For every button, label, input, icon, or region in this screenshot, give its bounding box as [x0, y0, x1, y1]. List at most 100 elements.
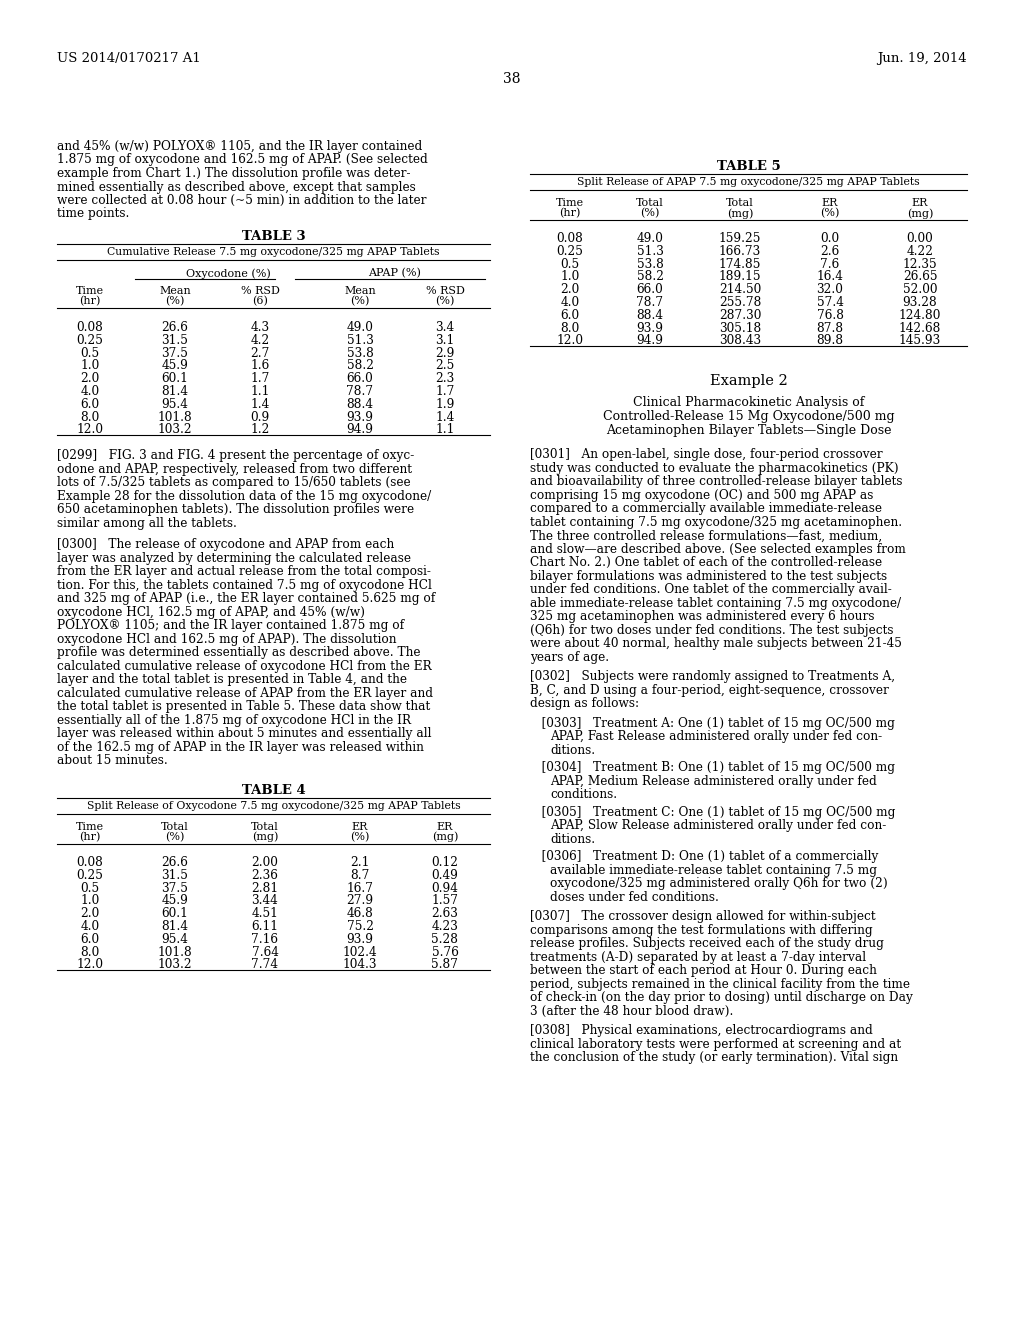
Text: 101.8: 101.8	[158, 411, 193, 424]
Text: 0.5: 0.5	[81, 347, 99, 359]
Text: (%): (%)	[350, 296, 370, 306]
Text: 93.9: 93.9	[346, 411, 374, 424]
Text: Cumulative Release 7.5 mg oxycodone/325 mg APAP Tablets: Cumulative Release 7.5 mg oxycodone/325 …	[108, 247, 439, 257]
Text: Total: Total	[251, 822, 279, 832]
Text: 7.74: 7.74	[252, 958, 279, 972]
Text: 3.4: 3.4	[435, 321, 455, 334]
Text: 4.3: 4.3	[251, 321, 269, 334]
Text: 7.6: 7.6	[820, 257, 840, 271]
Text: 76.8: 76.8	[816, 309, 844, 322]
Text: 4.23: 4.23	[431, 920, 459, 933]
Text: 88.4: 88.4	[346, 397, 374, 411]
Text: 5.87: 5.87	[431, 958, 459, 972]
Text: tablet containing 7.5 mg oxycodone/325 mg acetaminophen.: tablet containing 7.5 mg oxycodone/325 m…	[530, 516, 902, 529]
Text: ER: ER	[437, 822, 454, 832]
Text: 0.08: 0.08	[77, 855, 103, 869]
Text: 103.2: 103.2	[158, 958, 193, 972]
Text: 87.8: 87.8	[816, 322, 844, 334]
Text: calculated cumulative release of APAP from the ER layer and: calculated cumulative release of APAP fr…	[57, 686, 433, 700]
Text: 51.3: 51.3	[637, 244, 664, 257]
Text: profile was determined essentially as described above. The: profile was determined essentially as de…	[57, 647, 421, 660]
Text: Controlled-Release 15 Mg Oxycodone/500 mg: Controlled-Release 15 Mg Oxycodone/500 m…	[603, 411, 894, 424]
Text: APAP (%): APAP (%)	[369, 268, 422, 279]
Text: conditions.: conditions.	[550, 788, 617, 801]
Text: 45.9: 45.9	[162, 359, 188, 372]
Text: the conclusion of the study (or early termination). Vital sign: the conclusion of the study (or early te…	[530, 1052, 898, 1064]
Text: (%): (%)	[820, 209, 840, 218]
Text: between the start of each period at Hour 0. During each: between the start of each period at Hour…	[530, 965, 877, 977]
Text: [0305]   Treatment C: One (1) tablet of 15 mg OC/500 mg: [0305] Treatment C: One (1) tablet of 15…	[530, 807, 895, 818]
Text: (mg): (mg)	[252, 832, 279, 842]
Text: 31.5: 31.5	[162, 334, 188, 347]
Text: 2.3: 2.3	[435, 372, 455, 385]
Text: 104.3: 104.3	[343, 958, 377, 972]
Text: [0307]   The crossover design allowed for within-subject: [0307] The crossover design allowed for …	[530, 911, 876, 924]
Text: from the ER layer and actual release from the total composi-: from the ER layer and actual release fro…	[57, 565, 431, 578]
Text: 102.4: 102.4	[343, 945, 377, 958]
Text: 1.9: 1.9	[435, 397, 455, 411]
Text: 49.0: 49.0	[637, 232, 664, 246]
Text: doses under fed conditions.: doses under fed conditions.	[550, 891, 719, 904]
Text: 1.4: 1.4	[251, 397, 269, 411]
Text: 53.8: 53.8	[346, 347, 374, 359]
Text: 37.5: 37.5	[162, 882, 188, 895]
Text: available immediate-release tablet containing 7.5 mg: available immediate-release tablet conta…	[550, 863, 877, 876]
Text: 4.51: 4.51	[252, 907, 279, 920]
Text: 1.1: 1.1	[435, 424, 455, 437]
Text: 95.4: 95.4	[162, 933, 188, 945]
Text: 4.22: 4.22	[906, 244, 934, 257]
Text: 305.18: 305.18	[719, 322, 761, 334]
Text: 214.50: 214.50	[719, 284, 761, 296]
Text: odone and APAP, respectively, released from two different: odone and APAP, respectively, released f…	[57, 463, 412, 477]
Text: 6.0: 6.0	[81, 397, 99, 411]
Text: (mg): (mg)	[907, 209, 933, 219]
Text: 2.0: 2.0	[560, 284, 580, 296]
Text: 26.6: 26.6	[162, 855, 188, 869]
Text: 2.7: 2.7	[250, 347, 269, 359]
Text: and 45% (w/w) POLYOX® 1105, and the IR layer contained: and 45% (w/w) POLYOX® 1105, and the IR l…	[57, 140, 422, 153]
Text: comparisons among the test formulations with differing: comparisons among the test formulations …	[530, 924, 872, 937]
Text: The three controlled release formulations—fast, medium,: The three controlled release formulation…	[530, 529, 883, 543]
Text: 8.0: 8.0	[560, 322, 580, 334]
Text: and bioavailability of three controlled-release bilayer tablets: and bioavailability of three controlled-…	[530, 475, 902, 488]
Text: comprising 15 mg oxycodone (OC) and 500 mg APAP as: comprising 15 mg oxycodone (OC) and 500 …	[530, 488, 873, 502]
Text: 7.64: 7.64	[252, 945, 279, 958]
Text: 45.9: 45.9	[162, 895, 188, 907]
Text: and 325 mg of APAP (i.e., the ER layer contained 5.625 mg of: and 325 mg of APAP (i.e., the ER layer c…	[57, 593, 435, 606]
Text: 1.875 mg of oxycodone and 162.5 mg of APAP. (See selected: 1.875 mg of oxycodone and 162.5 mg of AP…	[57, 153, 428, 166]
Text: (hr): (hr)	[559, 209, 581, 218]
Text: 255.78: 255.78	[719, 296, 761, 309]
Text: POLYOX® 1105; and the IR layer contained 1.875 mg of: POLYOX® 1105; and the IR layer contained…	[57, 619, 404, 632]
Text: 81.4: 81.4	[162, 920, 188, 933]
Text: 189.15: 189.15	[719, 271, 761, 284]
Text: able immediate-release tablet containing 7.5 mg oxycodone/: able immediate-release tablet containing…	[530, 597, 901, 610]
Text: 7.16: 7.16	[252, 933, 279, 945]
Text: time points.: time points.	[57, 207, 129, 220]
Text: 2.5: 2.5	[435, 359, 455, 372]
Text: Total: Total	[161, 822, 188, 832]
Text: [0304]   Treatment B: One (1) tablet of 15 mg OC/500 mg: [0304] Treatment B: One (1) tablet of 15…	[530, 762, 895, 775]
Text: Time: Time	[556, 198, 584, 209]
Text: similar among all the tablets.: similar among all the tablets.	[57, 517, 237, 529]
Text: about 15 minutes.: about 15 minutes.	[57, 755, 168, 767]
Text: 2.6: 2.6	[820, 244, 840, 257]
Text: Chart No. 2.) One tablet of each of the controlled-release: Chart No. 2.) One tablet of each of the …	[530, 557, 882, 569]
Text: ditions.: ditions.	[550, 744, 595, 756]
Text: oxycodone HCl and 162.5 mg of APAP). The dissolution: oxycodone HCl and 162.5 mg of APAP). The…	[57, 632, 396, 645]
Text: B, C, and D using a four-period, eight-sequence, crossover: B, C, and D using a four-period, eight-s…	[530, 684, 889, 697]
Text: 95.4: 95.4	[162, 397, 188, 411]
Text: 1.0: 1.0	[80, 359, 99, 372]
Text: 2.36: 2.36	[252, 869, 279, 882]
Text: 0.08: 0.08	[77, 321, 103, 334]
Text: 4.0: 4.0	[81, 920, 99, 933]
Text: (%): (%)	[435, 296, 455, 306]
Text: Split Release of Oxycodone 7.5 mg oxycodone/325 mg APAP Tablets: Split Release of Oxycodone 7.5 mg oxycod…	[87, 801, 461, 810]
Text: 8.0: 8.0	[80, 945, 99, 958]
Text: and slow—are described above. (See selected examples from: and slow—are described above. (See selec…	[530, 543, 906, 556]
Text: Time: Time	[76, 286, 104, 296]
Text: 5.28: 5.28	[431, 933, 459, 945]
Text: APAP, Fast Release administered orally under fed con-: APAP, Fast Release administered orally u…	[550, 730, 882, 743]
Text: tion. For this, the tablets contained 7.5 mg of oxycodone HCl: tion. For this, the tablets contained 7.…	[57, 579, 432, 591]
Text: 78.7: 78.7	[637, 296, 664, 309]
Text: oxycodone HCl, 162.5 mg of APAP, and 45% (w/w): oxycodone HCl, 162.5 mg of APAP, and 45%…	[57, 606, 365, 619]
